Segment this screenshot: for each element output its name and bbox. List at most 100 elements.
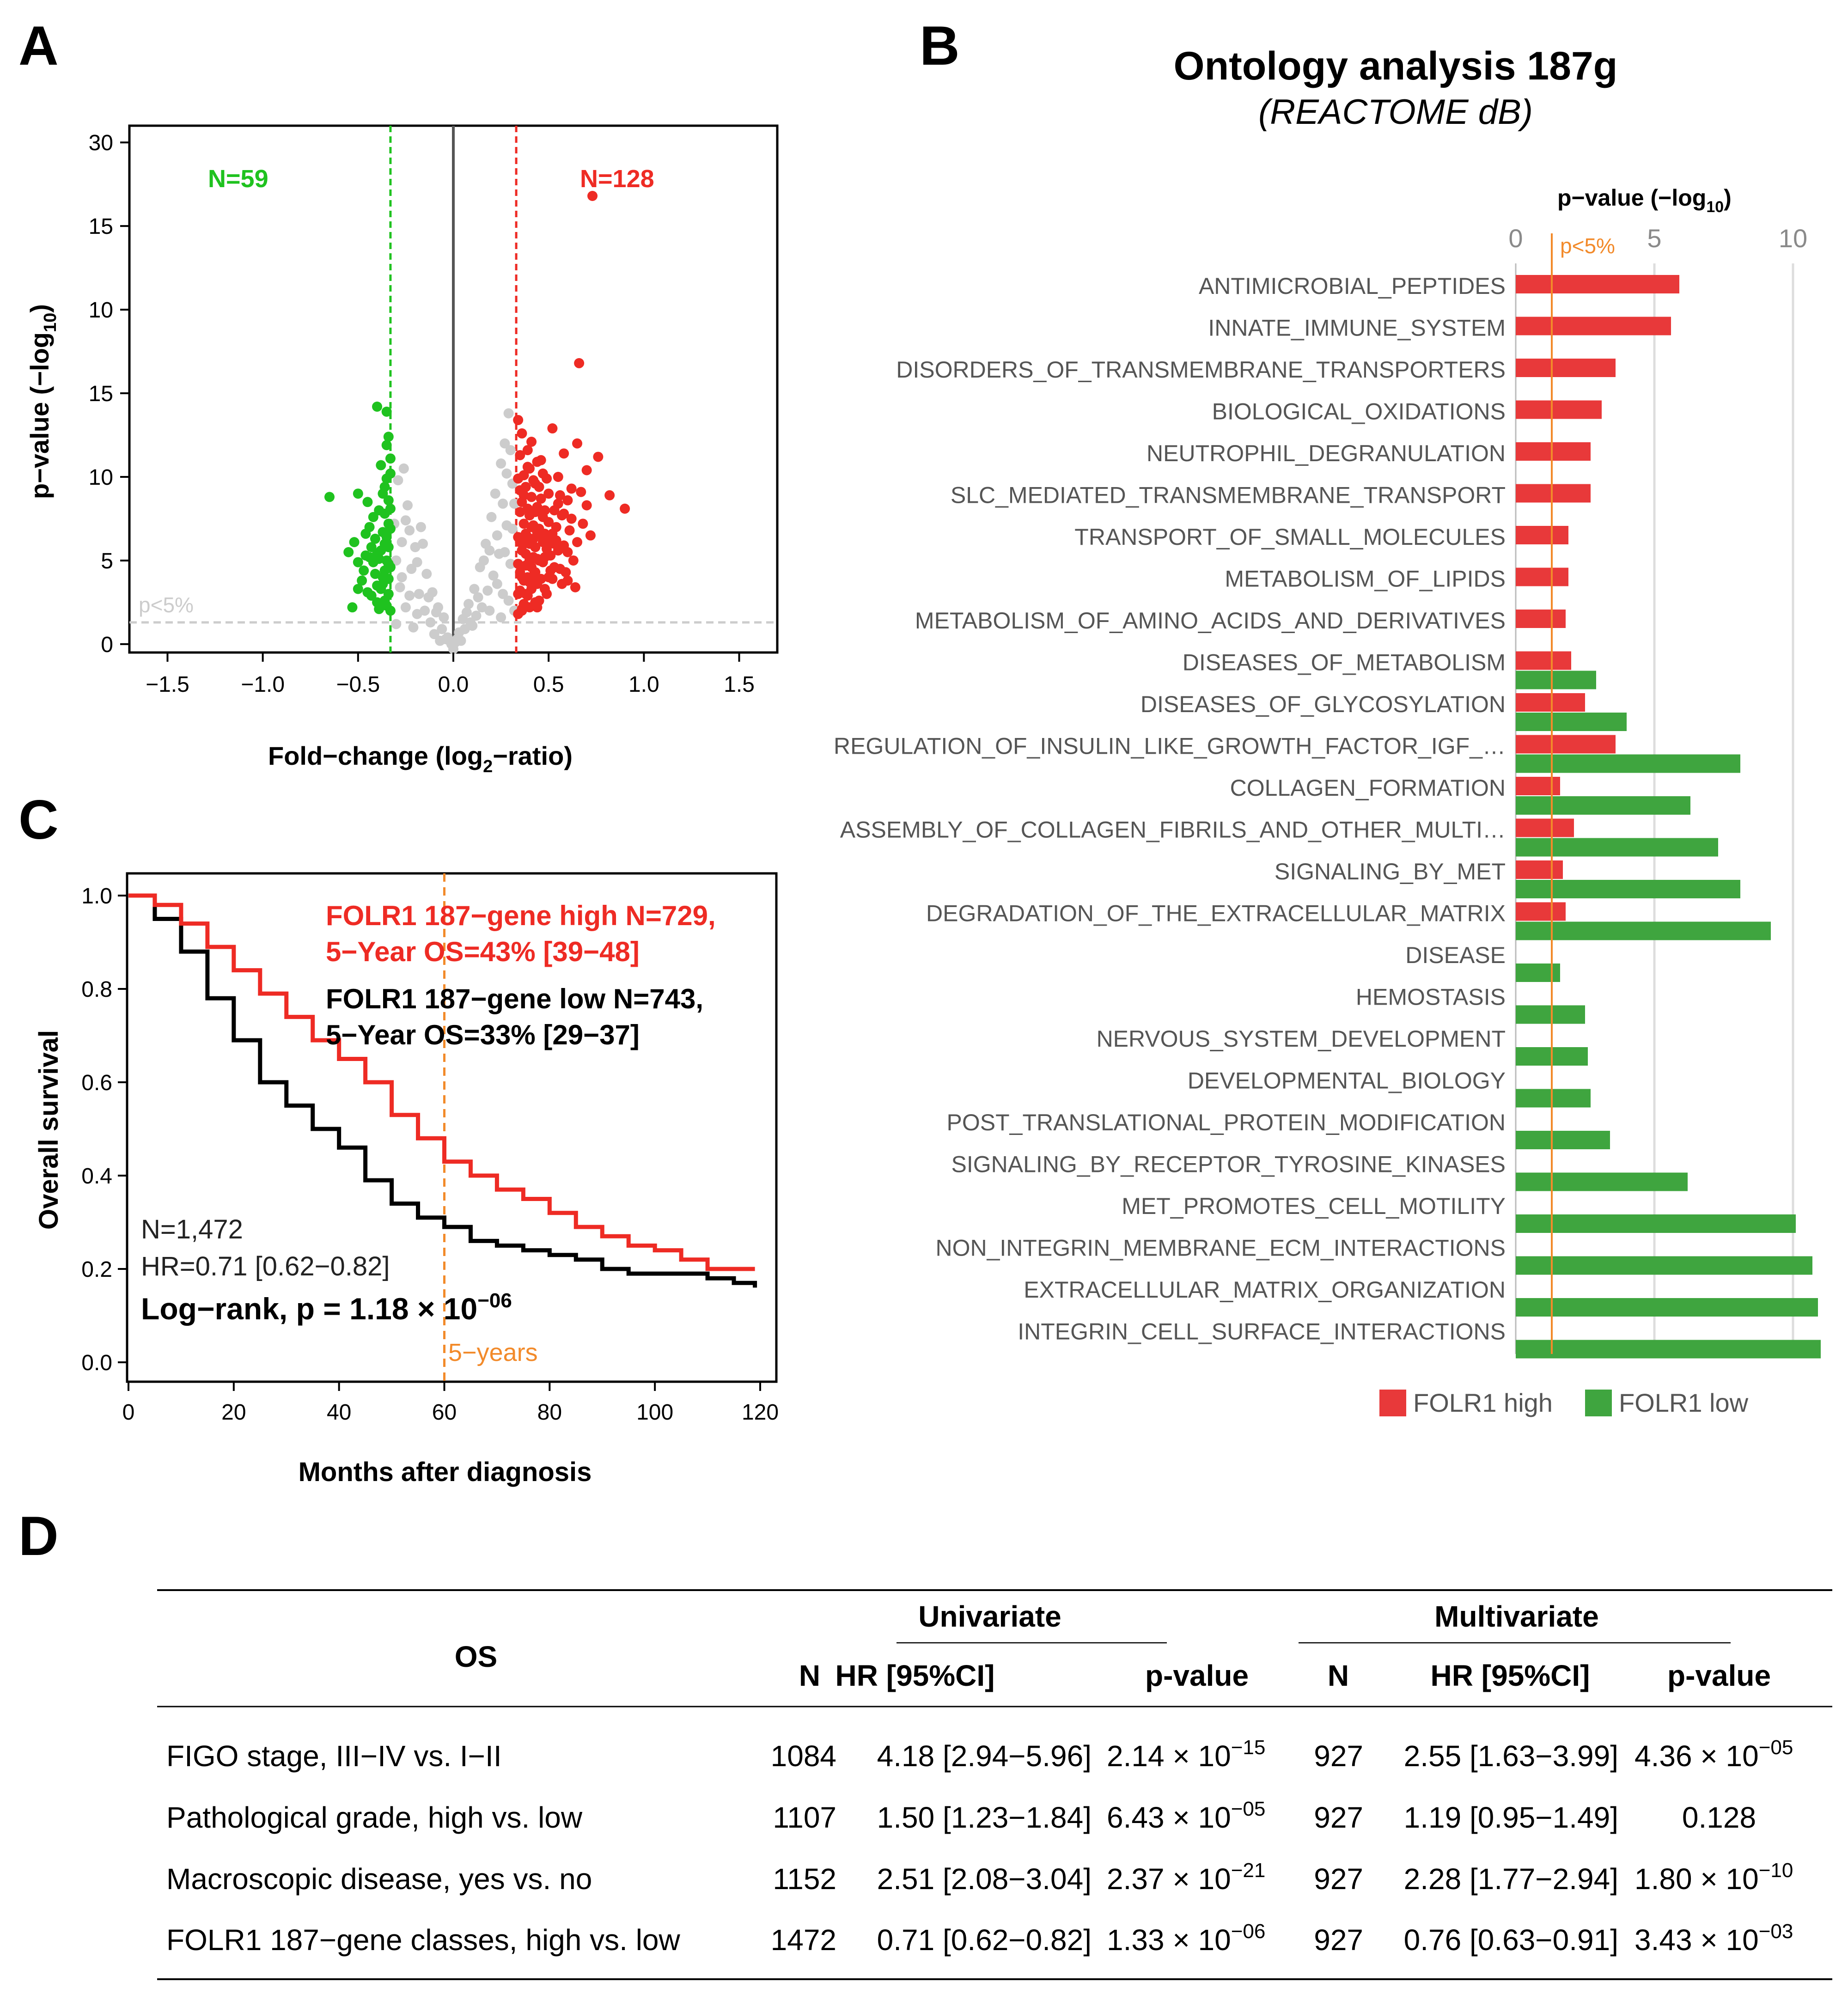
legend-low-n: FOLR1 187−gene low N=743, xyxy=(326,983,703,1014)
multivariate-p-value: 4.36 × 10−05 xyxy=(1635,1736,1793,1773)
univariate-n: 1107 xyxy=(773,1801,836,1834)
column-header: p-value xyxy=(1145,1659,1249,1692)
bar-folr1-high xyxy=(1516,400,1602,419)
category-label: INNATE_IMMUNE_SYSTEM xyxy=(1208,315,1506,341)
y-tick-label: 15 xyxy=(89,382,113,406)
bar-folr1-high xyxy=(1516,693,1585,712)
column-header: N xyxy=(799,1659,820,1692)
down-gene-point xyxy=(368,557,378,567)
survival-curves xyxy=(128,893,757,1288)
table-row: FOLR1 187−gene classes, high vs. low 1472… xyxy=(166,1920,1793,1957)
category-label: SLC_MEDIATED_TRANSMEMBRANE_TRANSPORT xyxy=(951,482,1506,508)
ns-gene-point xyxy=(496,612,506,622)
ns-gene-point xyxy=(431,607,441,618)
ontology-category-labels: ANTIMICROBIAL_PEPTIDES INNATE_IMMUNE_SYST… xyxy=(834,273,1506,1345)
bar-folr1-low xyxy=(1516,1256,1812,1275)
down-gene-point xyxy=(385,503,396,514)
down-gene-point xyxy=(347,602,358,613)
down-gene-point xyxy=(353,557,363,567)
up-gene-point xyxy=(532,502,543,512)
up-gene-point xyxy=(520,482,531,492)
category-label: DISORDERS_OF_TRANSMEMBRANE_TRANSPORTERS xyxy=(896,357,1506,383)
up-gene-point xyxy=(532,602,543,613)
ns-gene-point xyxy=(492,530,502,541)
multivariate-p-value: 0.128 xyxy=(1682,1801,1756,1834)
legend-low-label: FOLR1 low xyxy=(1619,1388,1749,1417)
y-tick-label: 0.0 xyxy=(81,1351,112,1375)
bar-folr1-high xyxy=(1516,818,1574,837)
ns-gene-point xyxy=(461,607,472,618)
ns-gene-point xyxy=(421,568,432,579)
volcano-up-count: N=128 xyxy=(580,165,654,193)
bar-folr1-high xyxy=(1516,317,1671,335)
category-label: INTEGRIN_CELL_SURFACE_INTERACTIONS xyxy=(1018,1319,1506,1345)
univariate-p-value: 1.33 × 10−06 xyxy=(1107,1920,1265,1957)
x-tick-label: 40 xyxy=(327,1400,351,1425)
univariate-hr: 4.18 [2.94−5.96] xyxy=(877,1739,1092,1773)
ns-gene-point xyxy=(505,559,516,569)
up-gene-point xyxy=(513,473,524,484)
legend-low-os: 5−Year OS=33% [29−37] xyxy=(326,1019,640,1050)
ns-gene-point xyxy=(410,542,421,552)
ns-gene-point xyxy=(412,557,422,567)
ns-gene-point xyxy=(398,463,409,474)
bar-folr1-low xyxy=(1516,1214,1796,1233)
univariate-n: 1152 xyxy=(773,1862,836,1896)
up-gene-point xyxy=(524,602,535,613)
y-tick-label: 10 xyxy=(89,298,113,323)
up-gene-point xyxy=(526,492,537,502)
ns-gene-point xyxy=(439,612,449,622)
down-gene-point xyxy=(383,542,394,552)
panel-c: C 0.0 0.2 0.4 0.6 0.8 1.0 0 20 40 60 80 100 120 FOL… xyxy=(18,789,779,1487)
up-gene-point xyxy=(562,495,573,506)
down-gene-point xyxy=(362,587,373,598)
survival-x-axis: 0 20 40 60 80 100 120 xyxy=(122,1382,779,1425)
ns-gene-point xyxy=(425,617,436,628)
table-column-headers: N HR [95%CI] p-value N HR [95%CI] p-value xyxy=(799,1659,1771,1692)
up-gene-point xyxy=(559,508,569,519)
category-label: COLLAGEN_FORMATION xyxy=(1230,775,1506,801)
up-gene-point xyxy=(566,483,577,494)
y-tick-label: 0.8 xyxy=(81,977,112,1002)
ns-gene-point xyxy=(412,609,422,619)
univariate-hr: 0.71 [0.62−0.82] xyxy=(877,1923,1092,1957)
down-gene-point xyxy=(383,495,394,506)
survival-curve-high xyxy=(128,893,755,1271)
up-gene-point xyxy=(549,562,560,573)
down-gene-point xyxy=(366,542,377,552)
volcano-points xyxy=(324,191,630,654)
down-gene-point xyxy=(360,550,371,561)
legend-high-n: FOLR1 187−gene high N=729, xyxy=(326,900,716,931)
ns-gene-point xyxy=(408,622,419,633)
up-gene-point xyxy=(536,530,546,541)
legend-high-os: 5−Year OS=43% [39−48] xyxy=(326,936,640,967)
up-gene-point xyxy=(553,472,563,482)
univariate-p-value: 2.14 × 10−15 xyxy=(1107,1736,1265,1773)
bar-folr1-high xyxy=(1516,735,1616,754)
x-tick-label: 0 xyxy=(1508,224,1523,253)
category-label: DISEASES_OF_GLYCOSYLATION xyxy=(1141,691,1506,717)
bar-folr1-low xyxy=(1516,838,1718,857)
down-gene-point xyxy=(385,524,396,534)
stat-n: N=1,472 xyxy=(141,1214,243,1244)
table-row: Macroscopic disease, yes vs. no 1152 2.51 … xyxy=(166,1859,1793,1896)
column-header: HR [95%CI] xyxy=(836,1659,995,1692)
multivariate-p-value: 1.80 × 10−10 xyxy=(1635,1859,1793,1896)
up-gene-point xyxy=(581,465,592,476)
ns-gene-point xyxy=(507,524,518,534)
down-gene-point xyxy=(385,453,396,464)
five-year-label: 5−years xyxy=(448,1339,538,1366)
bar-folr1-high xyxy=(1516,484,1591,503)
up-gene-point xyxy=(549,505,560,516)
up-gene-point xyxy=(570,582,580,592)
ns-gene-point xyxy=(414,589,424,599)
survival-x-axis-title: Months after diagnosis xyxy=(299,1457,592,1487)
univariate-hr: 2.51 [2.08−3.04] xyxy=(877,1862,1092,1896)
category-label: SIGNALING_BY_RECEPTOR_TYROSINE_KINASES xyxy=(951,1152,1506,1177)
ns-gene-point xyxy=(456,635,466,646)
category-label: POST_TRANSLATIONAL_PROTEIN_MODIFICATION xyxy=(947,1110,1506,1135)
category-label: NEUTROPHIL_DEGRANULATION xyxy=(1147,440,1506,466)
category-label: METABOLISM_OF_LIPIDS xyxy=(1225,566,1506,592)
category-label: EXTRACELLULAR_MATRIX_ORGANIZATION xyxy=(1024,1277,1506,1303)
